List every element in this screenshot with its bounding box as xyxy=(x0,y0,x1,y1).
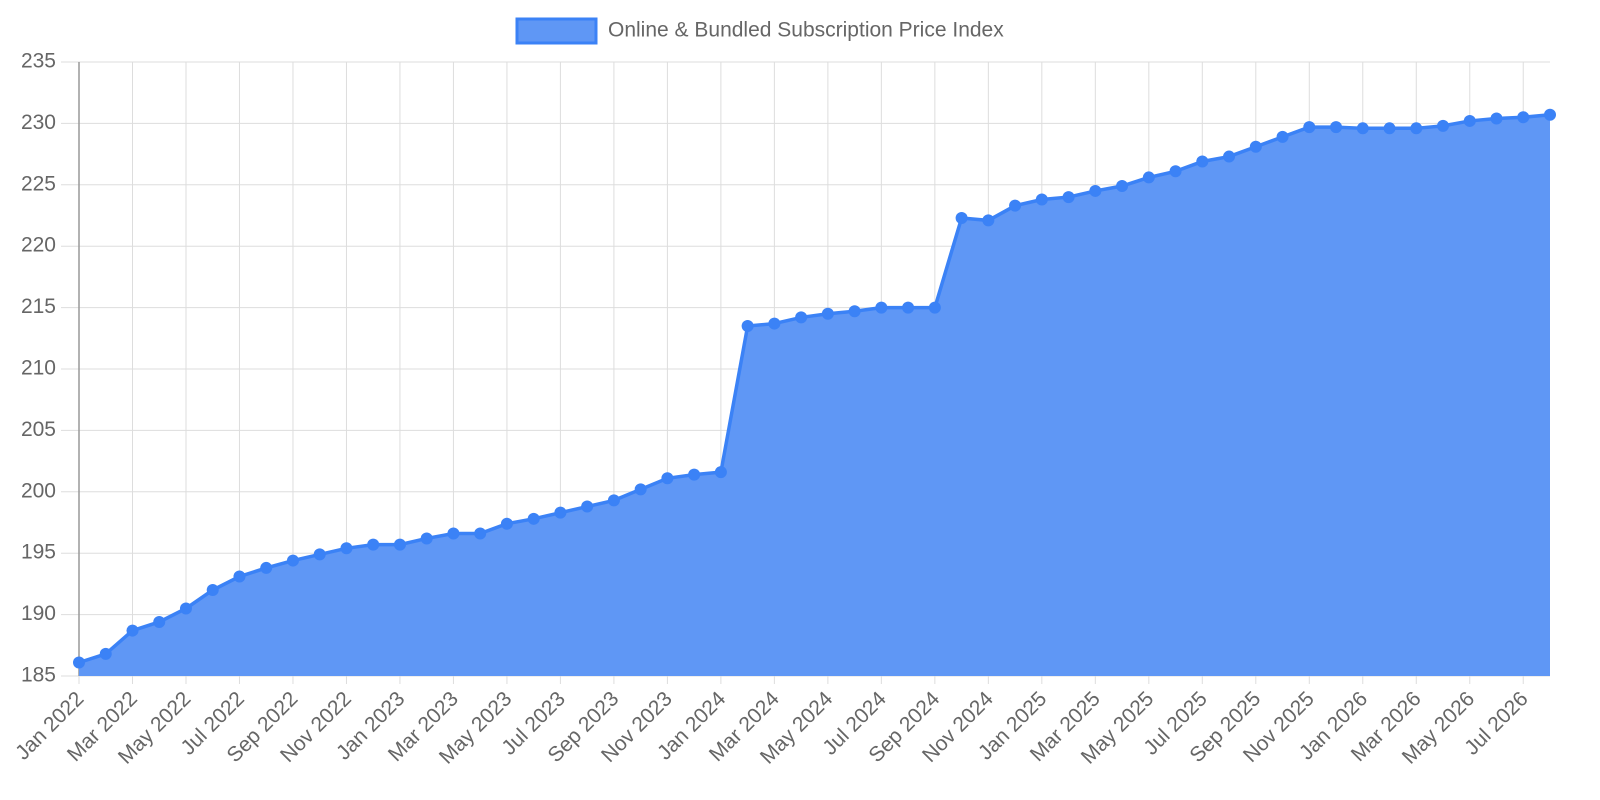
data-point xyxy=(313,548,326,561)
data-point xyxy=(768,317,781,330)
data-point xyxy=(1089,184,1102,197)
y-tick-label: 225 xyxy=(21,172,56,195)
data-point xyxy=(73,656,85,669)
data-point xyxy=(1383,122,1396,135)
data-point xyxy=(206,584,219,597)
y-tick-label: 205 xyxy=(21,418,56,441)
data-point xyxy=(1303,121,1316,134)
data-point xyxy=(1116,180,1129,193)
data-point xyxy=(928,301,941,314)
data-point xyxy=(126,624,139,637)
data-point xyxy=(741,320,754,333)
data-point xyxy=(474,527,487,540)
area-fill xyxy=(79,114,1550,676)
data-point xyxy=(821,307,834,320)
data-point xyxy=(714,466,727,479)
data-point xyxy=(500,517,513,530)
data-point xyxy=(420,532,433,545)
data-point xyxy=(688,468,701,481)
data-point xyxy=(875,301,888,314)
data-point xyxy=(1463,114,1476,127)
data-point xyxy=(1410,122,1423,135)
data-point xyxy=(634,483,647,496)
data-point xyxy=(848,305,861,318)
data-point xyxy=(1437,119,1450,132)
legend-swatch xyxy=(515,17,598,45)
data-point xyxy=(153,615,166,628)
data-point xyxy=(447,527,460,540)
data-point xyxy=(1490,112,1503,125)
data-point xyxy=(795,311,808,324)
y-tick-label: 230 xyxy=(21,111,56,134)
data-point xyxy=(1196,155,1209,168)
data-point xyxy=(260,561,273,574)
data-point xyxy=(1009,199,1022,212)
y-tick-label: 185 xyxy=(21,664,56,687)
data-point xyxy=(1544,108,1556,121)
data-point xyxy=(527,512,540,525)
data-point xyxy=(233,570,246,583)
y-tick-label: 195 xyxy=(21,541,56,564)
y-tick-label: 220 xyxy=(21,234,56,257)
data-point xyxy=(1035,193,1048,206)
data-point xyxy=(661,472,674,485)
data-point xyxy=(340,542,353,555)
y-tick-label: 200 xyxy=(21,479,56,502)
data-point xyxy=(1276,130,1289,143)
y-tick-label: 190 xyxy=(21,602,56,625)
data-point xyxy=(1223,150,1236,163)
data-point xyxy=(607,494,620,507)
data-point xyxy=(1249,140,1262,153)
data-point xyxy=(1356,122,1369,135)
data-point xyxy=(581,500,594,513)
data-point xyxy=(367,538,380,551)
data-point xyxy=(286,554,299,567)
data-point xyxy=(982,214,995,227)
y-tick-label: 210 xyxy=(21,357,56,380)
data-point xyxy=(99,647,112,660)
data-point xyxy=(1062,191,1075,204)
data-point xyxy=(554,506,567,519)
legend-label: Online & Bundled Subscription Price Inde… xyxy=(608,19,1004,42)
data-point xyxy=(393,538,406,551)
data-point xyxy=(1169,165,1182,178)
data-point xyxy=(902,301,915,314)
data-point xyxy=(1142,171,1155,184)
data-point xyxy=(1330,121,1343,134)
y-tick-label: 235 xyxy=(21,50,56,73)
data-point xyxy=(955,211,968,224)
data-point xyxy=(179,602,192,615)
data-point xyxy=(1517,111,1530,124)
y-tick-label: 215 xyxy=(21,295,56,318)
